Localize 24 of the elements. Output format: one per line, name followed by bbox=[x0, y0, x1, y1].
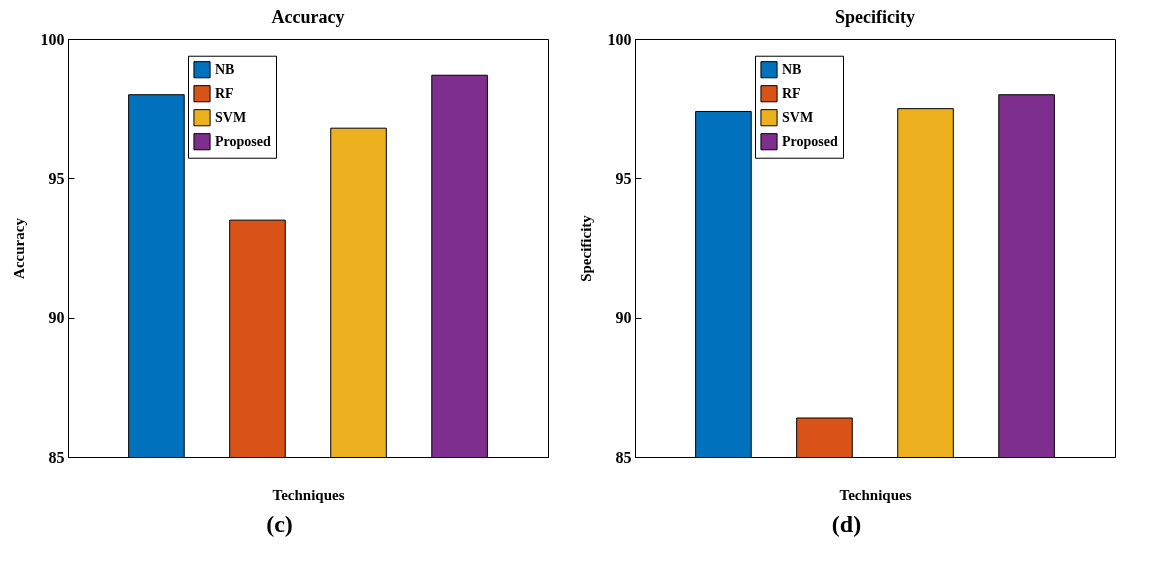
y-tick-label: 90 bbox=[48, 309, 65, 327]
chart-title: Specificity bbox=[835, 7, 915, 27]
y-tick-label: 85 bbox=[48, 448, 65, 466]
legend-label: Proposed bbox=[215, 133, 271, 149]
legend-label: RF bbox=[782, 85, 801, 101]
y-tick-label: 85 bbox=[615, 448, 632, 466]
y-tick-label: 90 bbox=[615, 309, 632, 327]
chart-title: Accuracy bbox=[271, 7, 345, 27]
text: (d) bbox=[831, 511, 862, 538]
y-tick-label: 95 bbox=[48, 169, 65, 187]
y-axis-title: Accuracy bbox=[10, 217, 27, 279]
x-axis-title: Techniques bbox=[839, 486, 912, 503]
legend-label: NB bbox=[782, 61, 802, 77]
legend-label: SVM bbox=[782, 109, 814, 125]
y-tick-label: 100 bbox=[40, 30, 65, 48]
legend-label: NB bbox=[215, 61, 235, 77]
legend-label: Proposed bbox=[782, 133, 838, 149]
y-tick-label: 100 bbox=[607, 30, 632, 48]
legend-label: SVM bbox=[215, 109, 247, 125]
y-axis-title: Specificity bbox=[577, 214, 594, 282]
y-tick-label: 95 bbox=[615, 169, 632, 187]
x-axis-title: Techniques bbox=[272, 486, 345, 503]
text: (c) bbox=[266, 511, 293, 538]
legend-label: RF bbox=[215, 85, 234, 101]
